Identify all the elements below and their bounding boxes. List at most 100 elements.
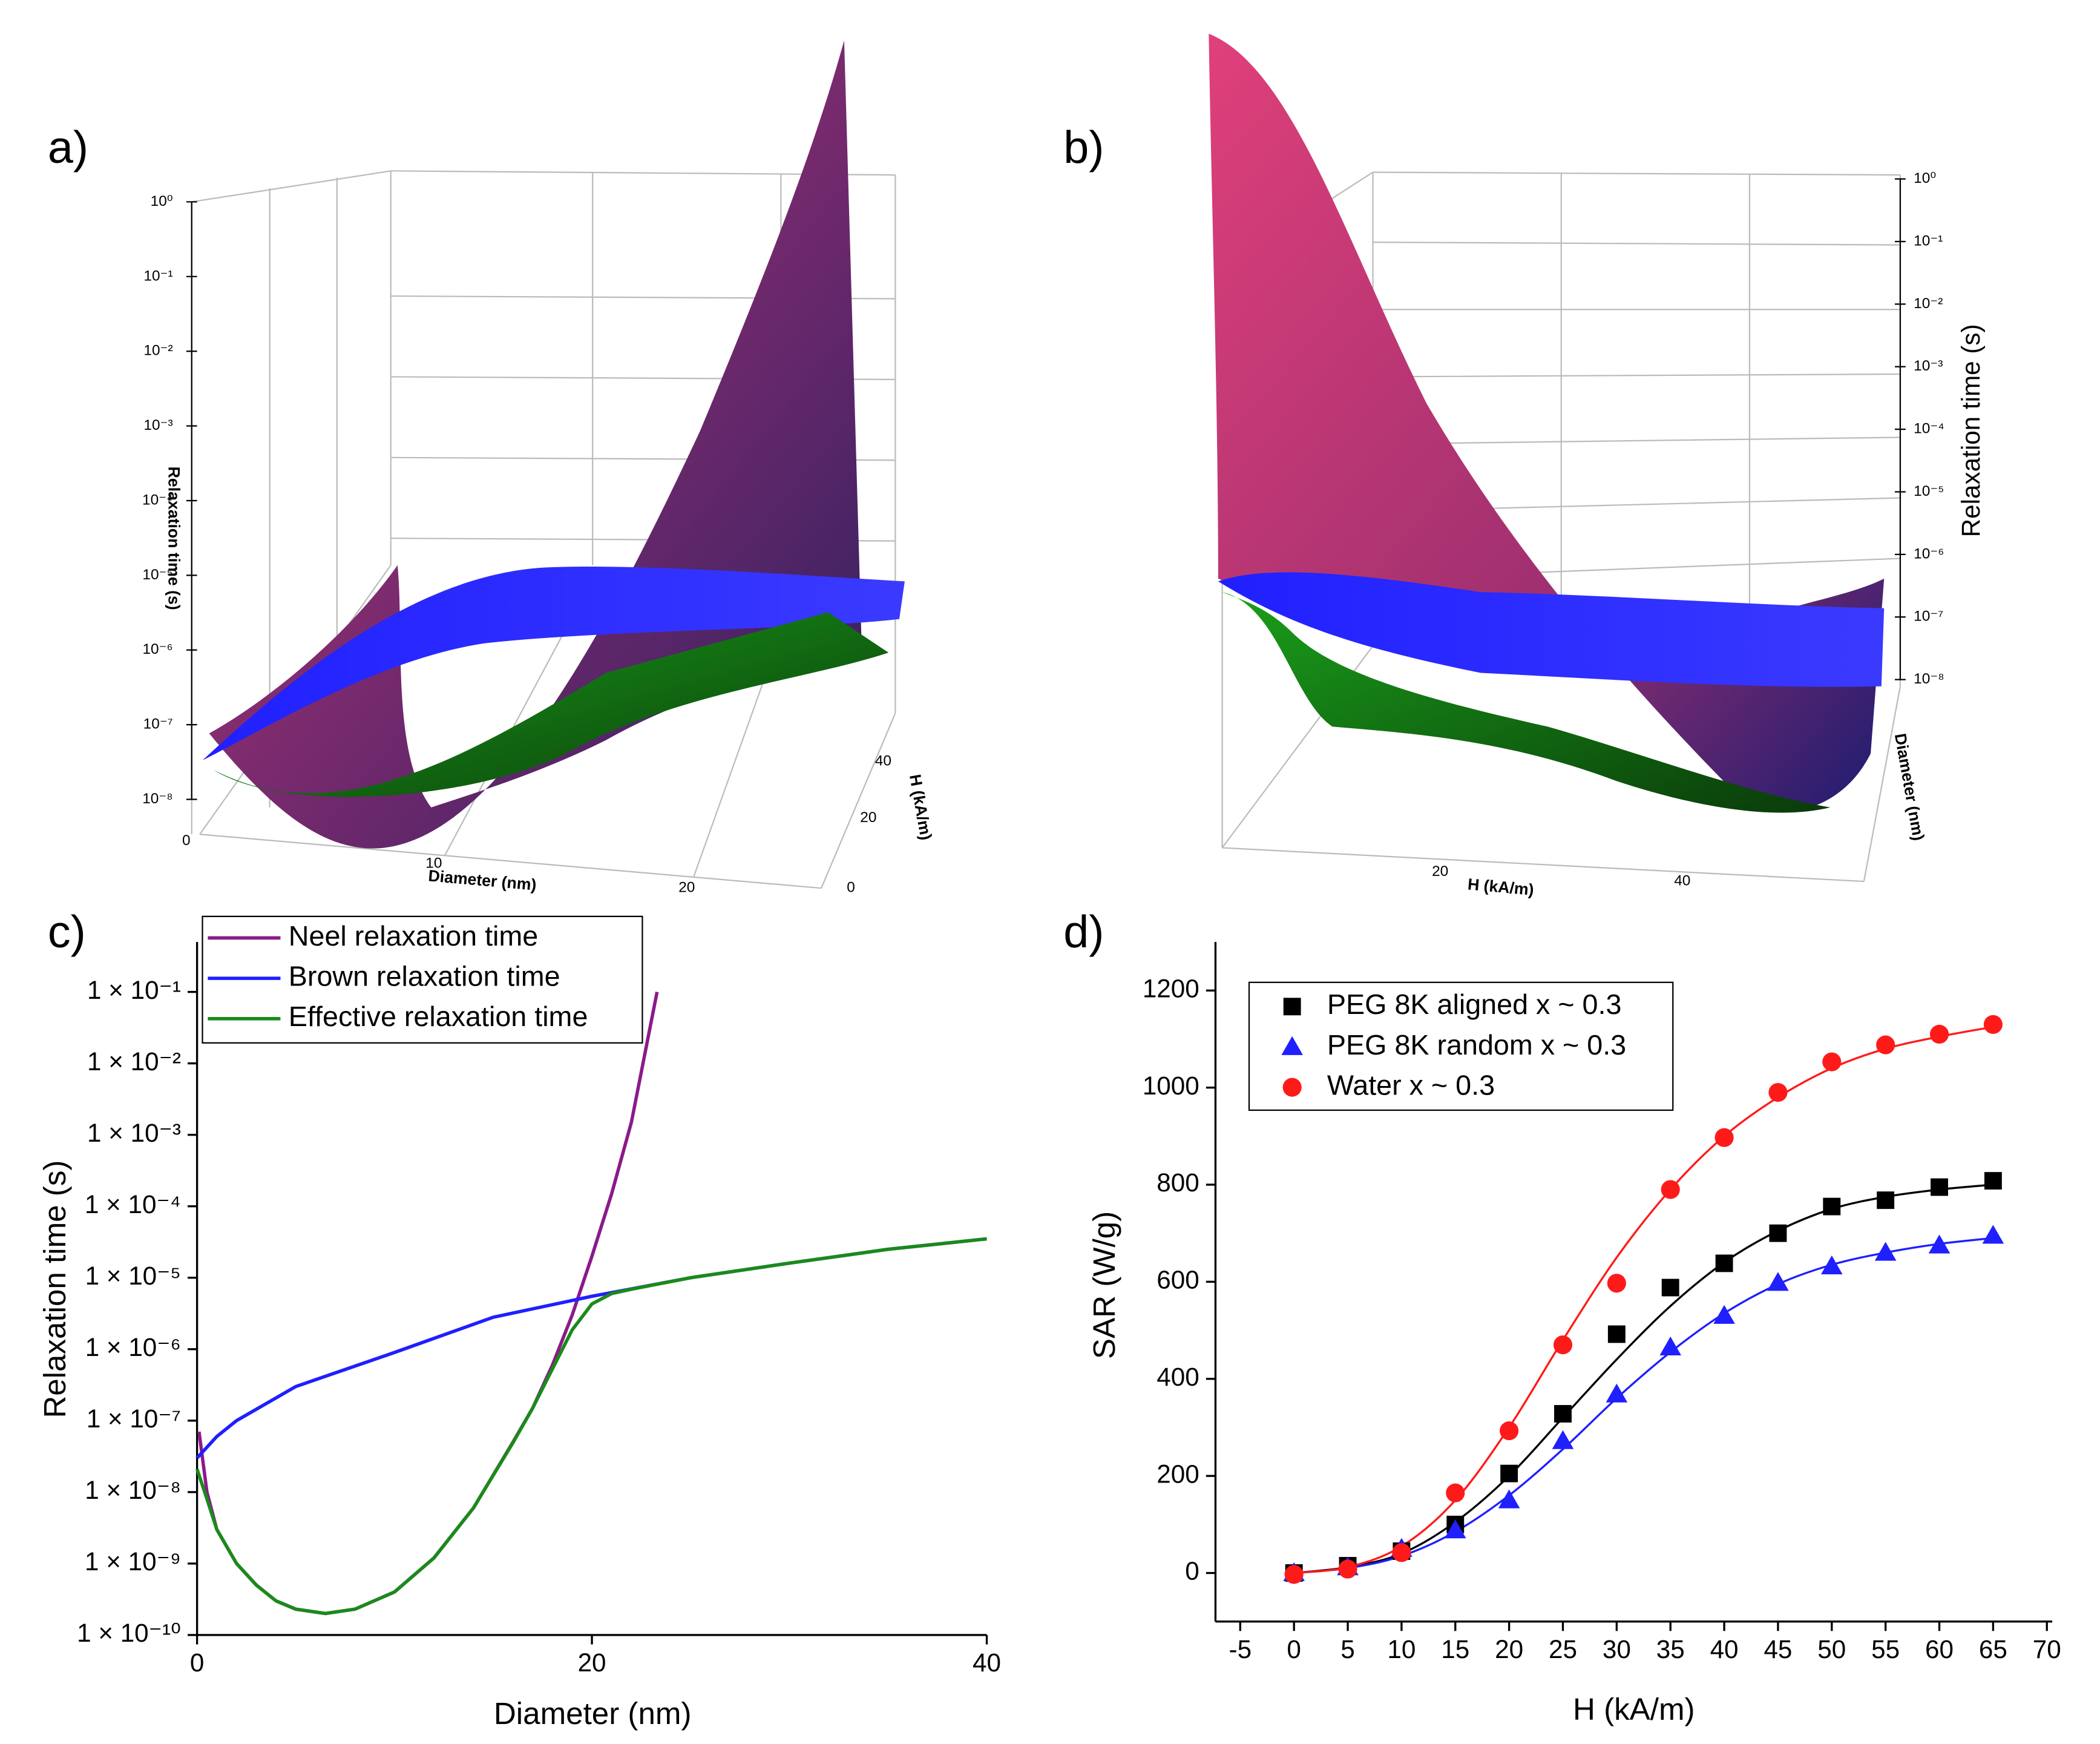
series-line [195, 1237, 987, 1616]
data-point [1498, 1489, 1520, 1509]
x-axis-label: H (kA/m) [1467, 875, 1535, 899]
data-point [1768, 1083, 1788, 1102]
y-tick-label: 200 [1157, 1459, 1199, 1488]
z-tick-label: 10⁻⁶ [142, 641, 172, 657]
data-point [1661, 1180, 1680, 1199]
data-point [1931, 1178, 1948, 1196]
z-tick-label: 10⁻⁵ [1914, 483, 1944, 499]
data-point [1876, 1035, 1895, 1055]
z-tick-label: 10⁻⁸ [1914, 671, 1944, 687]
data-point [1553, 1335, 1573, 1355]
z-tick-label: 10⁻² [1914, 295, 1943, 312]
x-tick-label: 50 [1817, 1635, 1846, 1663]
data-point [1929, 1024, 1949, 1044]
data-point [1284, 1565, 1304, 1584]
data-point [1823, 1197, 1841, 1216]
x-tick-label: 10 [425, 855, 442, 872]
data-point [1714, 1128, 1734, 1147]
y-tick-label: 1 × 10⁻⁹ [85, 1547, 181, 1576]
y-tick-label: 1 × 10⁻⁸ [85, 1476, 181, 1504]
y-tick-label: 1 × 10⁻⁵ [85, 1262, 181, 1290]
x-axis-label: H (kA/m) [1573, 1692, 1695, 1726]
y-tick-label: 1 × 10⁻² [87, 1047, 181, 1076]
y-tick-label: 1 × 10⁻³ [87, 1119, 181, 1147]
y-tick-label: 600 [1157, 1266, 1199, 1294]
x-tick-label: 45 [1764, 1635, 1792, 1663]
z-tick-label: 10⁻⁴ [142, 492, 173, 508]
data-point [1661, 1278, 1679, 1297]
fit-line [1294, 1237, 1993, 1575]
z-axis-label: Relaxation time (s) [165, 467, 183, 610]
legend-label: Effective relaxation time [289, 1001, 588, 1032]
data-point [1984, 1172, 2002, 1190]
fit-line [1293, 1183, 1993, 1575]
data-point [1552, 1430, 1574, 1449]
x-tick-label: 0 [182, 832, 191, 849]
x-tick-label: 10 [1387, 1635, 1416, 1663]
x-tick-label: 20 [1495, 1635, 1523, 1663]
data-point [1767, 1272, 1789, 1291]
data-point [1713, 1305, 1735, 1324]
y-tick-label: 1 × 10⁻¹ [87, 976, 181, 1004]
x-tick-label: 20 [678, 880, 695, 896]
x-tick-label: 20 [578, 1648, 606, 1677]
legend-label: Brown relaxation time [289, 960, 560, 992]
x-tick-label: 5 [1340, 1635, 1354, 1663]
surfaces-b [1209, 33, 1885, 813]
x-tick-label: 15 [1441, 1635, 1469, 1663]
x-tick-label: 65 [1979, 1635, 2007, 1663]
z-tick-label: 10⁻³ [1914, 358, 1943, 374]
x-tick-label: 30 [1603, 1635, 1631, 1663]
y-tick-label: 1 × 10⁻⁶ [85, 1333, 181, 1361]
y-axis-label: Diameter (nm) [1891, 732, 1928, 842]
y-tick-label: 40 [875, 753, 891, 769]
x-tick-label: -5 [1229, 1635, 1252, 1663]
x-tick-label: 60 [1925, 1635, 1954, 1663]
legend-swatch [1283, 998, 1301, 1016]
legend-label: Water x ~ 0.3 [1327, 1070, 1495, 1101]
y-tick-label: 1 × 10⁻⁷ [87, 1404, 181, 1433]
legend-swatch [1281, 1036, 1303, 1055]
y-tick-label: 400 [1157, 1363, 1199, 1391]
z-tick-label: 10⁰ [151, 193, 173, 209]
legend-label: PEG 8K random x ~ 0.3 [1327, 1029, 1626, 1061]
x-tick-label: 40 [973, 1648, 1001, 1677]
data-point [1877, 1191, 1895, 1209]
panel-label: c) [48, 907, 86, 958]
x-axis-label: Diameter (nm) [427, 866, 537, 894]
z-axis-label: Relaxation time (s) [1957, 324, 1985, 537]
z-tick-label: 10⁻¹ [143, 268, 172, 284]
panel-label: d) [1063, 907, 1104, 958]
data-point [1769, 1224, 1787, 1242]
series-line [195, 1237, 987, 1459]
x-tick-label: 40 [1710, 1635, 1739, 1663]
y-tick-label: 0 [1185, 1557, 1199, 1585]
x-tick-label: 70 [2033, 1635, 2061, 1663]
legend-label: Neel relaxation time [289, 920, 538, 952]
data-point [1444, 1519, 1466, 1539]
x-tick-label: 25 [1549, 1635, 1577, 1663]
z-tick-label: 10⁻¹ [1914, 232, 1943, 249]
panel-label: b) [1063, 122, 1104, 173]
data-point [1607, 1274, 1626, 1293]
y-tick-label: 1 × 10⁻⁴ [85, 1190, 181, 1219]
z-tick-label: 10⁻² [143, 343, 172, 359]
data-point [1500, 1464, 1518, 1482]
data-point [1554, 1405, 1572, 1423]
legend-swatch [1282, 1078, 1302, 1097]
panel-label: a) [48, 122, 88, 173]
series-line [197, 992, 659, 1616]
z-tick-label: 10⁻³ [143, 417, 172, 433]
data-point [1874, 1242, 1897, 1261]
x-tick-label: 55 [1871, 1635, 1900, 1663]
x-tick-label: 0 [190, 1648, 204, 1677]
data-point [1338, 1559, 1357, 1579]
surfaces-a [202, 40, 905, 849]
y-axis-label: SAR (W/g) [1087, 1211, 1121, 1359]
data-point [1446, 1483, 1465, 1502]
y-tick-label: 0 [847, 880, 855, 896]
y-axis-label: H (kA/m) [906, 773, 936, 841]
z-tick-label: 10⁻⁷ [1914, 608, 1943, 625]
